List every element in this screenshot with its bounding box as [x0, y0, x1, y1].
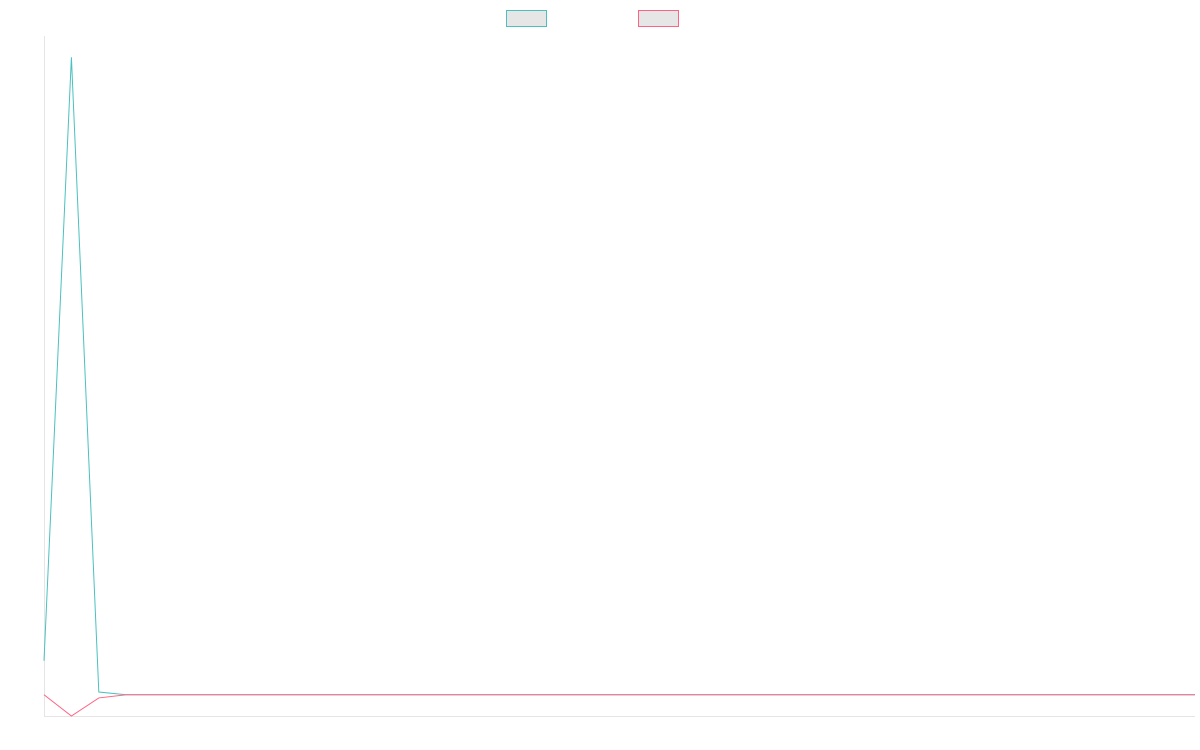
plot-area	[43, 57, 1195, 717]
series-line-2	[43, 694, 1195, 717]
legend-swatch-1[interactable]	[506, 10, 547, 27]
series-line-1	[43, 57, 1195, 696]
chart-legend	[506, 10, 679, 27]
legend-swatch-2[interactable]	[638, 10, 679, 27]
chart-axes	[44, 36, 1195, 717]
